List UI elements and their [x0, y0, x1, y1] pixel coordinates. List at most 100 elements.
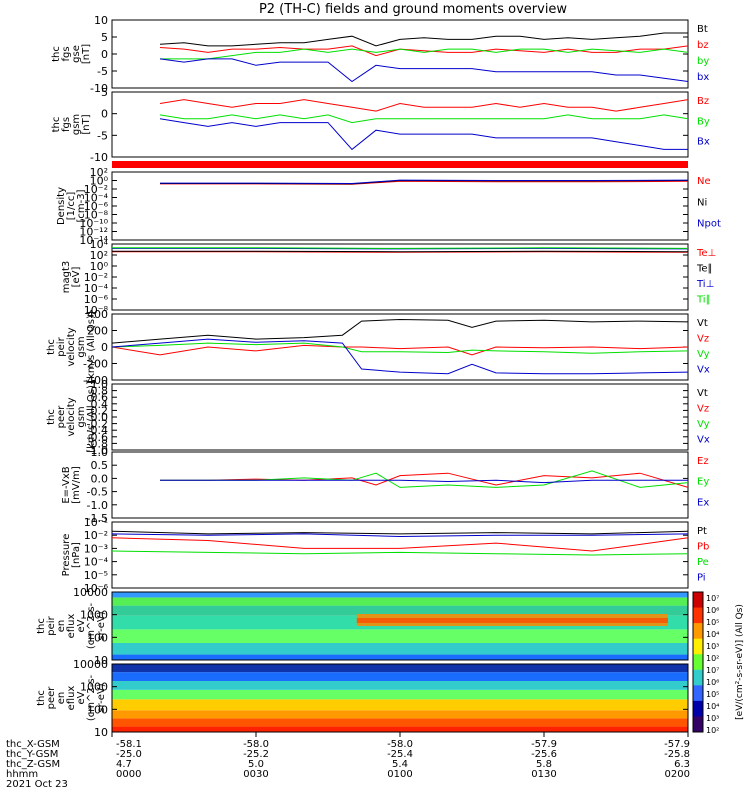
series-line-Npot	[160, 179, 689, 185]
colorbar-segment	[693, 623, 703, 640]
legend-label: By	[697, 116, 710, 127]
x-tick-label: -57.9	[664, 739, 690, 750]
y-tick-label: 10⁴	[90, 238, 109, 251]
y-tick-label: 1.0	[91, 446, 109, 459]
colorbar: 10⁷ 10⁶ 10⁵ 10⁴ 10³ 10² 10⁷ 10⁶ 10⁵ 10⁴ 10³ 10² [eV/…	[692, 591, 745, 735]
y-tick-label: 1000	[80, 609, 108, 622]
y-tick-label: 10⁰	[90, 260, 109, 273]
x-axis-row-label: thc_Z-GSM	[6, 759, 60, 770]
y-tick-label: 10⁻⁶	[84, 293, 109, 306]
y-tick-label: 10⁻¹²	[79, 226, 108, 239]
spectrogram-band	[112, 699, 688, 711]
spectrogram-band	[112, 710, 688, 719]
panel-peir_spec: 10000 1000 100 10 thc peir en eflux eV (cm^2-s-sr…	[36, 586, 689, 667]
y-tick-label: -10	[90, 82, 108, 95]
y-tick-label: 0.0	[91, 411, 109, 424]
y-tick-label: 10⁻²	[84, 529, 108, 542]
y-axis-label: thc	[51, 46, 62, 62]
colorbar-segment	[693, 654, 703, 671]
y-axis-label: velocity	[66, 327, 77, 366]
y-tick-label: 10000	[73, 658, 108, 671]
legend-label: Pb	[697, 542, 709, 553]
y-axis-label: thc	[46, 339, 57, 355]
spectrogram-band	[112, 643, 688, 655]
legend-label: Te∥	[696, 264, 713, 275]
y-axis-label: peer	[56, 405, 67, 429]
y-tick-label: 10²	[90, 166, 108, 179]
spectrogram-band	[112, 592, 688, 598]
y-axis-label: [nPa]	[71, 542, 82, 568]
x-tick-label: 0030	[243, 769, 268, 780]
y-tick-label: -10	[90, 151, 108, 164]
x-tick-label: -25.8	[664, 749, 690, 760]
legend-label: Vt	[697, 388, 708, 399]
y-axis-label: [nT]	[81, 114, 92, 134]
y-axis-label: [km/s (All Qs)]	[86, 311, 97, 383]
y-tick-label: -0.4	[87, 424, 108, 437]
y-tick-label: 10⁰	[90, 175, 109, 188]
spectrogram-band	[112, 664, 688, 673]
y-tick-label: 1000	[80, 681, 108, 694]
y-tick-label: -0.8	[87, 437, 108, 450]
x-tick-label: 5.8	[536, 759, 552, 770]
y-tick-label: 10⁻³	[84, 542, 108, 555]
y-axis-label: [nT]	[81, 44, 92, 64]
spectrogram-band	[112, 654, 688, 660]
colorbar-tick-label: 10³	[706, 714, 719, 723]
legend-label: Ey	[697, 477, 709, 488]
y-tick-label: -200	[83, 358, 108, 371]
y-axis-label: (cm^2-s-	[86, 602, 97, 649]
panel-frame	[111, 19, 689, 89]
legend-label: bz	[697, 40, 709, 51]
y-axis-label: [eV]	[71, 267, 82, 288]
colorbar-tick-label: 10²	[706, 726, 719, 735]
x-tick-label: 5.0	[248, 759, 264, 770]
status-bar-fill	[112, 161, 688, 168]
y-tick-label: -5	[97, 129, 108, 142]
y-tick-label: 0.5	[91, 459, 109, 472]
x-tick-label: 5.4	[392, 759, 408, 770]
panel-peer_spec: 10000 1000 100 10 thc peer en eflux eV (cm^2-s-sr…	[36, 658, 689, 739]
y-axis-label: thc	[36, 618, 47, 634]
y-tick-label: 0.8	[91, 385, 109, 398]
y-axis-label: eV	[76, 691, 87, 704]
legend-label: Vz	[697, 404, 709, 415]
series-line-Ex	[160, 479, 688, 484]
colorbar-segment	[693, 700, 703, 717]
colorbar-tick-label: 10⁵	[706, 618, 719, 627]
y-axis-label: [cm-3]	[76, 189, 87, 222]
y-tick-label: -0.2	[87, 418, 108, 431]
x-tick-label: -25.2	[243, 749, 269, 760]
y-axis-label: gsm	[76, 406, 87, 427]
x-tick-label: 6.3	[674, 759, 690, 770]
x-axis-row-label: hhmm	[6, 769, 38, 780]
y-tick-label: 10⁻¹⁰	[79, 217, 108, 230]
colorbar-tick-label: 10⁶	[706, 606, 719, 615]
y-tick-label: 10	[94, 14, 108, 27]
legend-label: Vy	[697, 349, 710, 360]
series-line-Te∥	[112, 250, 689, 253]
panel-pressure: 10⁻¹10⁻²10⁻³10⁻⁴10⁻⁵10⁻⁶ Pressure [nPa] Pt P…	[61, 516, 709, 595]
y-axis-label: gsm	[71, 114, 82, 135]
legend-label: Ti⊥	[696, 279, 714, 290]
legend-label: Te⊥	[696, 248, 716, 259]
y-tick-label: 10⁻⁴	[84, 192, 109, 205]
colorbar-tick-label: 10⁵	[706, 690, 719, 699]
y-axis-label: velocity	[66, 397, 77, 436]
y-axis-label: peer	[46, 686, 57, 710]
legend-label: bx	[697, 72, 709, 83]
spectrogram-band	[112, 681, 688, 690]
y-tick-label: 0.2	[91, 404, 109, 417]
spectrogram-band	[112, 597, 688, 606]
colorbar-tick-label: 10⁷	[706, 594, 719, 603]
spectrogram-band	[112, 718, 688, 727]
y-tick-label: 0.0	[91, 472, 109, 485]
y-tick-label: -400	[83, 374, 108, 387]
y-tick-label: 0.4	[91, 398, 109, 411]
series-line-By	[159, 114, 689, 124]
legend-label: Bt	[697, 24, 708, 35]
